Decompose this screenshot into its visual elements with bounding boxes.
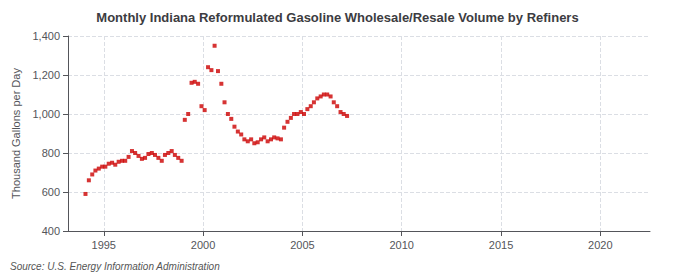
svg-text:1,400: 1,400 <box>32 30 60 42</box>
svg-text:2000: 2000 <box>191 239 215 251</box>
svg-text:600: 600 <box>42 186 60 198</box>
svg-text:2010: 2010 <box>389 239 413 251</box>
svg-text:2005: 2005 <box>290 239 314 251</box>
svg-text:800: 800 <box>42 147 60 159</box>
svg-text:1995: 1995 <box>92 239 116 251</box>
svg-text:1,200: 1,200 <box>32 69 60 81</box>
svg-text:2020: 2020 <box>588 239 612 251</box>
svg-text:Thousand Gallons per Day: Thousand Gallons per Day <box>10 68 22 199</box>
svg-text:2015: 2015 <box>489 239 513 251</box>
svg-text:Monthly Indiana Reformulated G: Monthly Indiana Reformulated Gasoline Wh… <box>96 10 578 25</box>
svg-text:Source: U.S. Energy Informatio: Source: U.S. Energy Information Administ… <box>10 261 220 272</box>
svg-text:400: 400 <box>42 225 60 237</box>
svg-text:1,000: 1,000 <box>32 108 60 120</box>
